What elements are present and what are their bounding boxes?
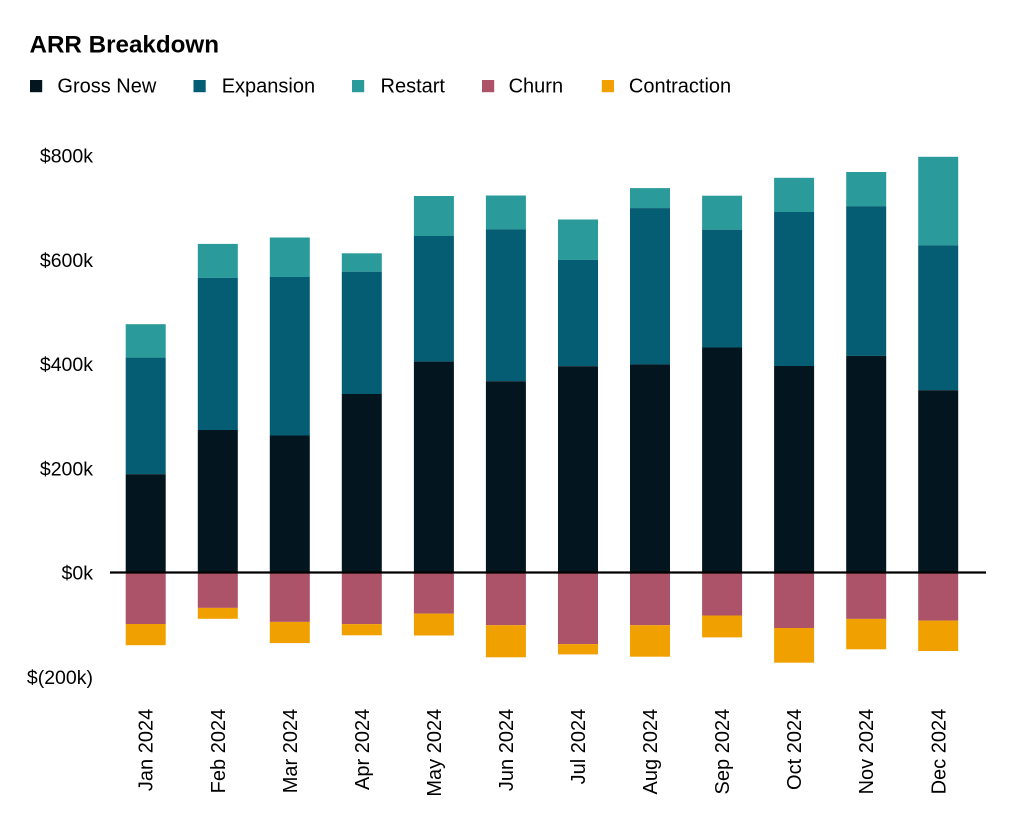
svg-text:Gross New: Gross New	[57, 75, 156, 97]
svg-text:Dec 2024: Dec 2024	[928, 709, 950, 795]
svg-text:$(200k): $(200k)	[27, 667, 93, 689]
svg-text:Expansion: Expansion	[222, 75, 315, 97]
svg-text:Feb 2024: Feb 2024	[208, 709, 230, 794]
svg-text:$600k: $600k	[40, 250, 93, 272]
svg-text:Apr 2024: Apr 2024	[352, 709, 374, 790]
svg-text:Restart: Restart	[381, 75, 446, 97]
svg-text:Nov 2024: Nov 2024	[856, 709, 878, 795]
svg-text:Mar 2024: Mar 2024	[280, 709, 302, 794]
svg-text:ARR Breakdown: ARR Breakdown	[30, 32, 220, 59]
svg-text:Jun 2024: Jun 2024	[496, 709, 518, 791]
svg-text:Jan 2024: Jan 2024	[136, 709, 158, 791]
svg-text:Churn: Churn	[509, 75, 563, 97]
svg-text:$200k: $200k	[40, 458, 93, 480]
svg-text:May 2024: May 2024	[424, 709, 446, 797]
svg-text:Oct 2024: Oct 2024	[784, 709, 806, 790]
svg-text:Jul 2024: Jul 2024	[568, 709, 590, 785]
svg-text:$400k: $400k	[40, 354, 93, 376]
svg-text:$0k: $0k	[62, 563, 94, 585]
svg-text:$800k: $800k	[40, 146, 93, 168]
svg-text:Sep 2024: Sep 2024	[712, 709, 734, 795]
svg-text:Aug 2024: Aug 2024	[640, 709, 662, 795]
svg-text:Contraction: Contraction	[629, 75, 731, 97]
